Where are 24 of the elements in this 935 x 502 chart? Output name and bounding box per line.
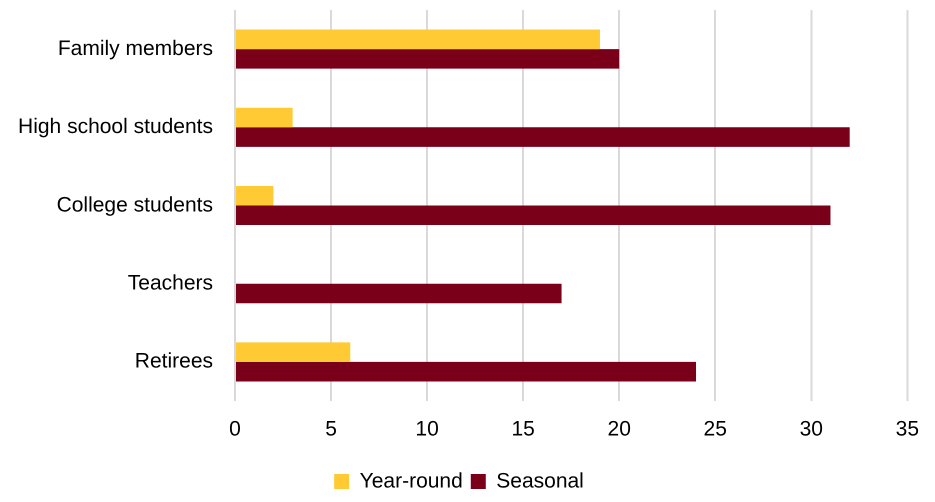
- x-tick-label: 20: [608, 417, 631, 440]
- bar: [236, 108, 293, 128]
- bar: [236, 127, 850, 147]
- bar: [236, 284, 562, 304]
- legend-label: Year-round: [360, 469, 463, 492]
- x-tick-label: 35: [896, 417, 919, 440]
- x-tick-label: 0: [229, 417, 241, 440]
- y-tick-label: High school students: [18, 115, 213, 138]
- x-tick-label: 5: [325, 417, 337, 440]
- x-tick-label: 25: [704, 417, 727, 440]
- bar: [236, 206, 830, 226]
- bar: [236, 30, 600, 50]
- y-tick-label: Retirees: [134, 350, 213, 373]
- x-tick-label: 15: [511, 417, 535, 440]
- bar: [236, 49, 620, 69]
- bar: [236, 186, 274, 206]
- legend-label: Seasonal: [496, 469, 584, 492]
- x-tick-label: 30: [800, 417, 823, 440]
- y-tick-label: College students: [56, 193, 213, 216]
- y-tick-label: Teachers: [128, 271, 213, 294]
- bar: [236, 362, 696, 382]
- bar: [236, 342, 350, 362]
- y-tick-label: Family members: [58, 36, 213, 60]
- x-tick-label: 10: [415, 417, 439, 440]
